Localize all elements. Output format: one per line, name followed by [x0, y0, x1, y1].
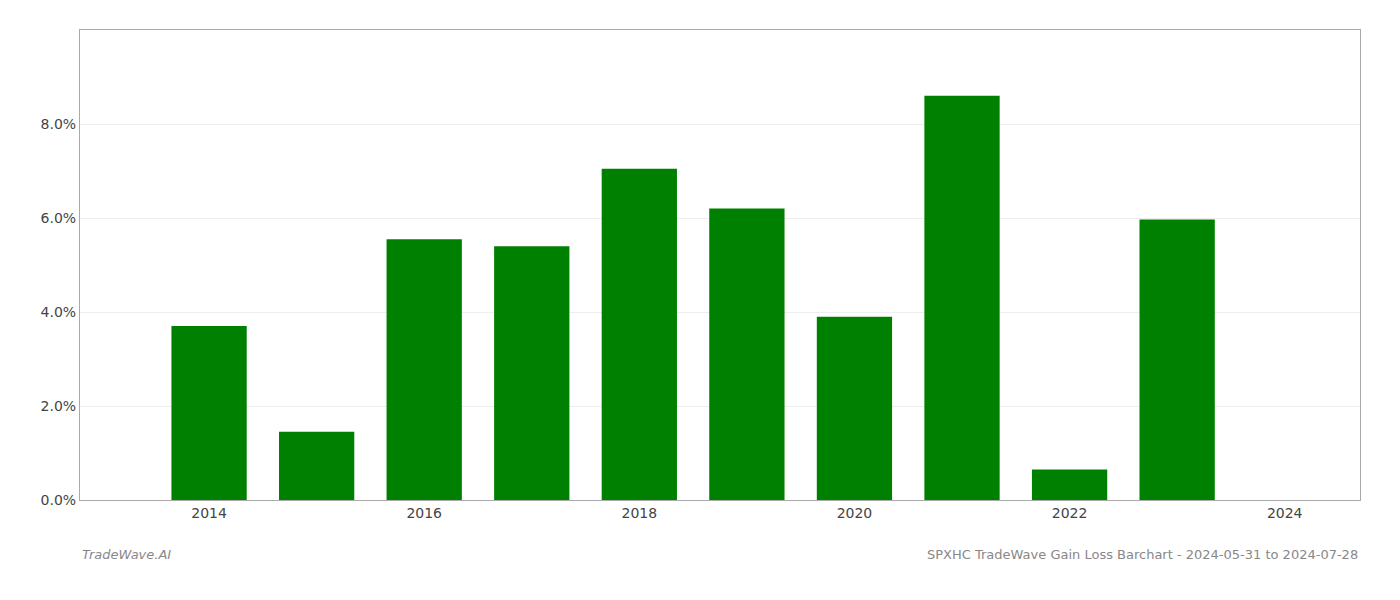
- svg-text:2014: 2014: [191, 505, 227, 521]
- svg-text:2016: 2016: [406, 505, 442, 521]
- svg-text:8.0%: 8.0%: [41, 116, 77, 132]
- svg-text:0.0%: 0.0%: [41, 492, 77, 508]
- svg-text:2022: 2022: [1052, 505, 1088, 521]
- svg-text:4.0%: 4.0%: [41, 304, 77, 320]
- svg-text:2018: 2018: [622, 505, 658, 521]
- svg-text:2020: 2020: [837, 505, 873, 521]
- svg-text:2024: 2024: [1267, 505, 1303, 521]
- svg-text:TradeWave.AI: TradeWave.AI: [82, 547, 171, 562]
- svg-text:SPXHC TradeWave Gain Loss Barc: SPXHC TradeWave Gain Loss Barchart - 202…: [927, 547, 1358, 562]
- svg-text:6.0%: 6.0%: [41, 210, 77, 226]
- svg-text:2.0%: 2.0%: [41, 398, 77, 414]
